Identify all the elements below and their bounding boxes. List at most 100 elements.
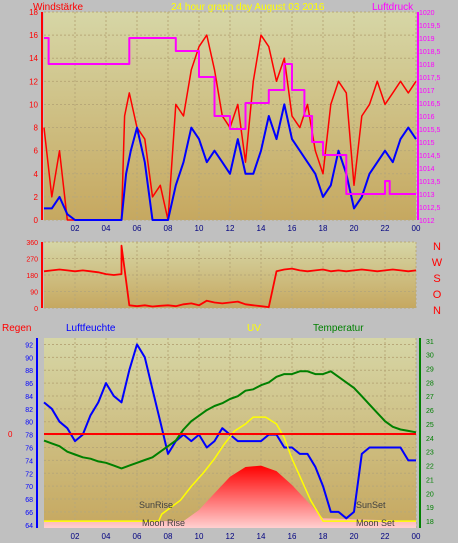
wind-direction-line	[43, 244, 417, 308]
y-right-tick-label: 25	[426, 422, 434, 429]
pressure-label: Luftdruck	[372, 2, 414, 13]
compass-label: N	[433, 305, 441, 317]
y-right-tick-label: 30	[426, 353, 434, 360]
x-tick-label: 08	[164, 224, 173, 233]
y-left-tick-label: 84	[25, 394, 33, 401]
wind-pressure-series	[43, 34, 417, 221]
y-left-tick-label: 68	[25, 497, 33, 504]
y-left-tick-label: 70	[25, 484, 33, 491]
y-left-tick-label: 66	[25, 510, 33, 517]
y-left-tick-label: 92	[25, 342, 33, 349]
series-average-line	[44, 103, 417, 221]
compass-label: O	[433, 289, 442, 301]
humidity-label: Luftfeuchte	[66, 323, 116, 334]
y-left-tick-label: 64	[25, 523, 33, 530]
y-right-tick-label: 1015,5	[419, 127, 441, 134]
y-tick-label: 270	[26, 257, 38, 264]
y-left-tick-label: 90	[25, 355, 33, 362]
y-left-tick-label: 78	[25, 433, 33, 440]
x-tick-label: 22	[381, 224, 390, 233]
y-right-tick-label: 28	[426, 380, 434, 387]
sunset-annotation: SunSet	[356, 500, 386, 510]
y-left-tick-label: 86	[25, 381, 33, 388]
y-left-tick-label: 82	[25, 407, 33, 414]
series-temperatur-line	[43, 370, 417, 470]
y-right-tick-label: 1016,5	[419, 101, 441, 108]
y-left-tick-label: 12	[29, 77, 38, 86]
x-tick-label: 00	[412, 224, 421, 233]
y-right-tick-label: 18	[426, 519, 434, 526]
x-tick-label: 02	[71, 224, 80, 233]
y-right-tick-label: 1018,5	[419, 49, 441, 56]
x-tick-label: 18	[319, 532, 328, 541]
x-tick-label: 06	[133, 224, 142, 233]
y-right-tick-label: 1020	[419, 10, 435, 17]
y-left-tick-label: 80	[25, 420, 33, 427]
y-left-tick-label: 4	[34, 170, 39, 179]
x-tick-label: 12	[226, 224, 235, 233]
y-right-tick-label: 21	[426, 477, 434, 484]
y-tick-label: 360	[26, 240, 38, 247]
y-tick-label: 90	[30, 290, 38, 297]
x-tick-label: 04	[102, 224, 111, 233]
y-left-tick-label: 74	[25, 458, 33, 465]
y-right-tick-label: 1013	[419, 192, 435, 199]
series-uv-line	[44, 416, 416, 522]
graph-title: 24 hour graph day August 03 2016	[171, 2, 325, 13]
y-right-tick-label: 1017,5	[419, 75, 441, 82]
y-right-tick-label: 1016	[419, 114, 435, 121]
y-left-tick-label: 16	[29, 31, 38, 40]
solar-radiation-area	[44, 465, 416, 528]
y-right-tick-label: 1018	[419, 62, 435, 69]
x-tick-label: 00	[412, 532, 421, 541]
compass-label: S	[433, 273, 440, 285]
y-left-tick-label: 6	[34, 147, 39, 156]
y-right-tick-label: 1019,5	[419, 23, 441, 30]
x-tick-label: 08	[164, 532, 173, 541]
y-right-tick-label: 1015	[419, 140, 435, 147]
x-tick-label: 10	[195, 224, 204, 233]
wind-strength-label: Windstärke	[33, 2, 83, 13]
rain-zero-label: 0	[8, 430, 13, 439]
x-tick-label: 04	[102, 532, 111, 541]
y-right-tick-label: 29	[426, 367, 434, 374]
y-right-tick-label: 24	[426, 436, 434, 443]
moonrise-annotation: Moon Rise	[142, 518, 185, 528]
x-tick-label: 20	[350, 224, 359, 233]
y-right-tick-label: 31	[426, 339, 434, 346]
x-tick-label: 14	[257, 532, 266, 541]
y-right-tick-label: 1013,5	[419, 179, 441, 186]
x-tick-label: 22	[381, 532, 390, 541]
wind-pressure-axes: 02468101214161810121012,510131013,510141…	[29, 8, 440, 233]
y-left-tick-label: 8	[34, 124, 39, 133]
x-tick-label: 20	[350, 532, 359, 541]
y-right-tick-label: 19	[426, 505, 434, 512]
y-right-tick-label: 1014	[419, 166, 435, 173]
y-left-tick-label: 88	[25, 368, 33, 375]
y-left-tick-label: 2	[34, 193, 39, 202]
humidity-temp-series	[43, 343, 417, 528]
compass-label: N	[433, 241, 441, 253]
y-left-tick-label: 0	[34, 216, 39, 225]
y-right-tick-label: 22	[426, 464, 434, 471]
x-tick-label: 10	[195, 532, 204, 541]
moonset-annotation: Moon Set	[356, 518, 395, 528]
y-left-tick-label: 72	[25, 471, 33, 478]
compass-label: W	[432, 257, 443, 269]
y-right-tick-label: 1017	[419, 88, 435, 95]
y-right-tick-label: 1012,5	[419, 205, 441, 212]
wind-direction-series	[43, 244, 417, 308]
y-right-tick-label: 23	[426, 450, 434, 457]
y-right-tick-label: 1014,5	[419, 153, 441, 160]
y-left-tick-label: 18	[29, 8, 38, 17]
y-tick-label: 180	[26, 273, 38, 280]
x-tick-label: 14	[257, 224, 266, 233]
y-right-tick-label: 26	[426, 408, 434, 415]
x-tick-label: 18	[319, 224, 328, 233]
x-tick-label: 06	[133, 532, 142, 541]
y-right-tick-label: 20	[426, 491, 434, 498]
x-tick-label: 02	[71, 532, 80, 541]
y-left-tick-label: 10	[29, 100, 38, 109]
